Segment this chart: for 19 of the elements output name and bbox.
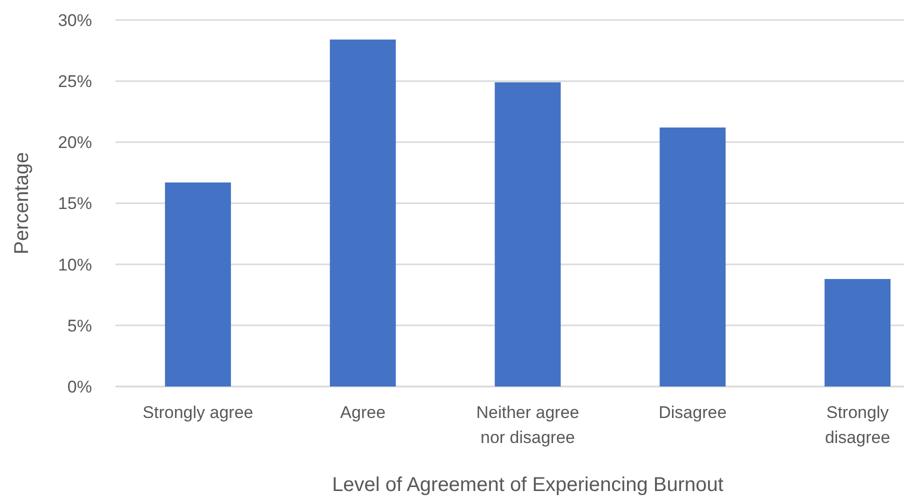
bar	[660, 128, 726, 386]
x-tick-label: Agree	[340, 403, 386, 422]
x-tick-label: Strongly agree	[142, 403, 254, 422]
x-axis-title: Level of Agreement of Experiencing Burnout	[332, 474, 724, 496]
y-axis-title: Percentage	[11, 152, 33, 254]
bar	[824, 278, 891, 386]
y-tick-label: 15%	[58, 194, 92, 214]
y-tick-label: 30%	[58, 10, 92, 30]
x-tick-label: Neither agree nor disagree	[476, 403, 580, 447]
y-tick-label: 0%	[67, 377, 92, 396]
bar	[494, 82, 561, 386]
y-tick-label: 10%	[58, 255, 92, 274]
bar	[330, 40, 396, 386]
y-tick-label: 5%	[67, 316, 92, 336]
bar	[164, 182, 231, 386]
y-tick-label: 25%	[58, 72, 92, 92]
x-tick-label: Strongly disagree	[824, 403, 890, 447]
y-tick-label: 20%	[58, 133, 92, 152]
x-tick-label: Disagree	[658, 403, 727, 422]
